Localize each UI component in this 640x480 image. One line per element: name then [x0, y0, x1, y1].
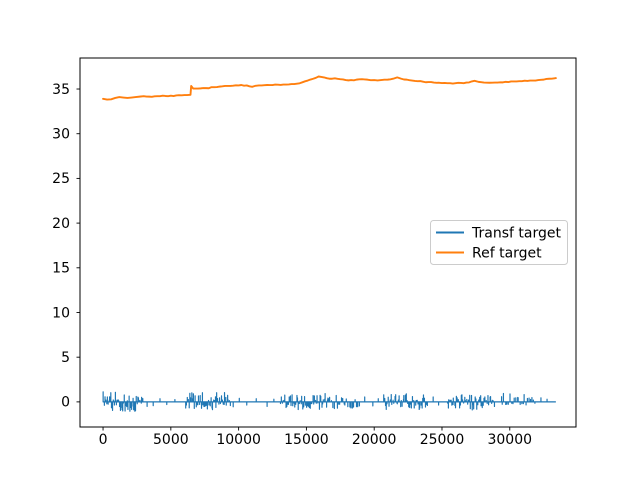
- y-tick-label: 35: [52, 82, 70, 98]
- x-tick-label: 5000: [153, 432, 189, 448]
- x-tick-label: 30000: [487, 432, 532, 448]
- series-ref-target: [102, 75, 557, 101]
- plot-border: [79, 57, 577, 428]
- series-layer: [102, 75, 557, 412]
- y-tick-label: 5: [61, 350, 70, 366]
- y-tick-label: 25: [52, 171, 70, 187]
- x-tick-label: 10000: [216, 432, 261, 448]
- y-tick-label: 0: [61, 395, 70, 411]
- y-tick-label: 20: [52, 216, 70, 232]
- y-tick-label: 10: [52, 305, 70, 321]
- x-tick-label: 15000: [284, 432, 329, 448]
- legend-box: [430, 220, 568, 265]
- y-tick-label: 30: [52, 127, 70, 143]
- x-tick-label: 25000: [420, 432, 465, 448]
- x-tick-label: 0: [99, 432, 108, 448]
- tick-layer: 0 5000 10000 15000 20000 25000 30000 0 5 10 15 20 25…: [52, 82, 532, 448]
- x-tick-label: 20000: [352, 432, 397, 448]
- series-transf-target: [102, 391, 556, 412]
- legend: Transf target Ref target: [430, 220, 568, 265]
- legend-label-transf-target: Transf target: [471, 226, 561, 242]
- legend-label-ref-target: Ref target: [472, 246, 542, 262]
- y-tick-label: 15: [52, 261, 70, 277]
